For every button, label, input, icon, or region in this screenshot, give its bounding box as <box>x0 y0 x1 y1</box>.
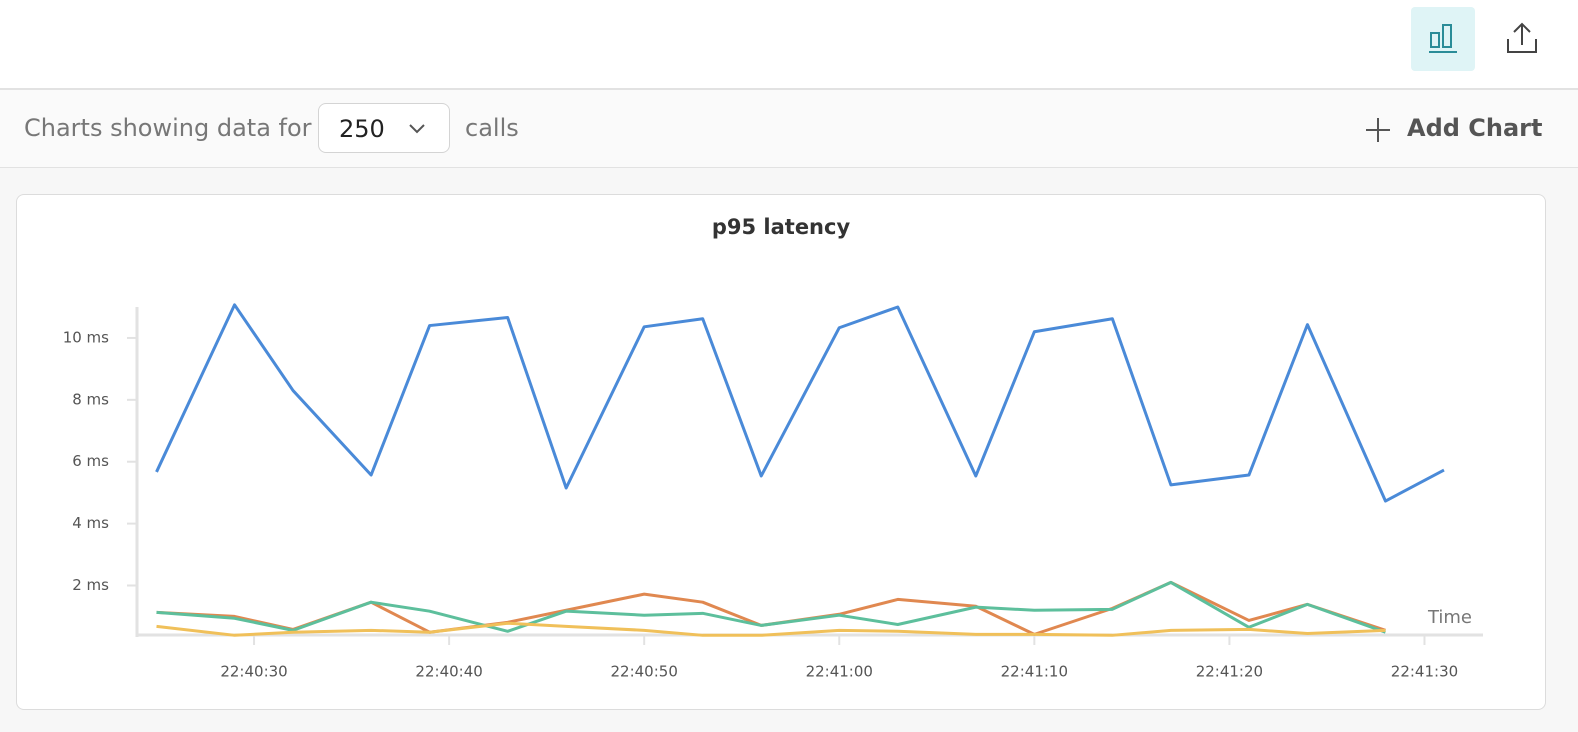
series-line <box>155 303 1445 503</box>
x-tick-label: 22:40:40 <box>415 663 482 681</box>
chart-title: p95 latency <box>712 215 851 239</box>
filter-bar: Charts showing data for 250 calls Add Ch… <box>0 90 1578 168</box>
select-value: 250 <box>339 115 385 143</box>
x-tick-label: 22:40:50 <box>611 663 678 681</box>
x-axis-label: Time <box>1427 607 1472 628</box>
x-tick-label: 22:41:10 <box>1001 663 1068 681</box>
y-tick-label: 10 ms <box>63 328 109 346</box>
export-icon <box>1507 22 1537 53</box>
chart-icon <box>1429 24 1457 53</box>
top-bar <box>0 0 1578 90</box>
plus-icon <box>1366 118 1390 142</box>
unit-label: calls <box>465 114 519 142</box>
x-tick-label: 22:41:20 <box>1196 663 1263 681</box>
series-line <box>156 621 1386 637</box>
x-tick-label: 22:41:30 <box>1391 663 1458 681</box>
y-tick-label: 2 ms <box>72 576 109 594</box>
call-count-select[interactable]: 250 <box>318 103 450 153</box>
export-button[interactable] <box>1490 7 1554 71</box>
add-chart-button[interactable]: Add Chart <box>1407 114 1543 142</box>
chevron <box>409 124 425 134</box>
series-line <box>156 580 1386 636</box>
chart-view-button[interactable] <box>1411 7 1475 71</box>
y-tick-label: 4 ms <box>72 514 109 532</box>
filter-label: Charts showing data for <box>24 114 312 142</box>
y-tick-label: 6 ms <box>72 452 109 470</box>
series-line <box>156 580 1386 634</box>
x-tick-label: 22:40:30 <box>220 663 287 681</box>
y-tick-label: 8 ms <box>72 390 109 408</box>
x-tick-label: 22:41:00 <box>806 663 873 681</box>
